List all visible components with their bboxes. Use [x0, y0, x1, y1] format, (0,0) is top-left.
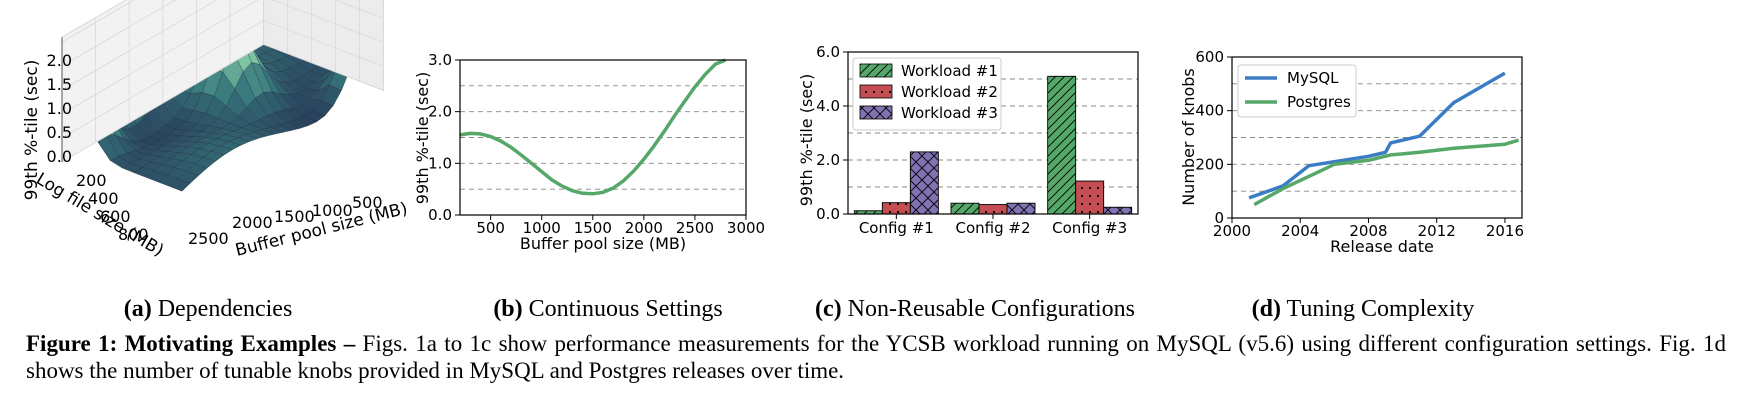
x-tick-label: 2500	[676, 219, 714, 237]
bar	[978, 204, 1008, 215]
bar	[1075, 180, 1105, 215]
series-lines	[1248, 71, 1520, 207]
x-tick-label: 2000	[625, 219, 663, 237]
legend-swatch	[859, 105, 893, 120]
y-tick-label: 4.0	[816, 97, 840, 115]
subcaption-a: (a) Dependencies	[123, 296, 293, 322]
surface-axes	[61, 0, 385, 163]
y-axis-label: 99th %-tile (sec)	[797, 74, 816, 206]
y-tick-label: 0.0	[428, 206, 452, 224]
x-tick-label: 3000	[727, 219, 765, 237]
legend: MySQL Postgres	[1237, 64, 1357, 118]
figure-caption: Figure 1: Motivating Examples – Figs. 1a…	[26, 330, 1726, 384]
x-tick-label: Config #3	[1052, 219, 1127, 237]
x-tick-label: 2016	[1486, 222, 1524, 240]
panel-b-line-chart: 500 1000 1500 2000 2500 3000 0.0 1.0 2.0 3.0 99th…	[413, 51, 765, 253]
y-tick-label: 800	[118, 225, 149, 244]
x-tick-label: 2500	[188, 229, 229, 248]
x-tick-label: Config #1	[859, 219, 934, 237]
figure-caption-title: Figure 1: Motivating Examples –	[26, 331, 356, 356]
axis-ticks: 2000 2004 2008 2012 2016 0 200 400 600	[1195, 48, 1524, 240]
y-axis-label: Number of knobs	[1180, 68, 1198, 206]
legend-label: Workload #3	[901, 104, 998, 122]
series-line-mysql	[1248, 71, 1506, 200]
x-tick-label: 500	[476, 219, 505, 237]
z-tick-label: 1.5	[47, 75, 72, 94]
x-tick-label: 1000	[312, 201, 353, 220]
subcaption-c: (c) Non-Reusable Configurations	[815, 296, 1135, 322]
z-tick-label: 2.0	[47, 51, 72, 70]
x-tick-label: 500	[352, 193, 383, 212]
x-axis-label: Buffer pool size (MB)	[520, 234, 686, 253]
legend: Workload #1 Workload #2 Workload #3	[852, 57, 1002, 131]
y-tick-label: 2.0	[816, 151, 840, 169]
x-tick-label: 2004	[1281, 222, 1319, 240]
subcaption-b: (b) Continuous Settings	[493, 296, 723, 322]
y-tick-label: 400	[1195, 102, 1224, 120]
panel-a-surface-chart: 99th %-tile (sec) 0.0 0.5 1.0 1.5 2.0 Lo…	[22, 0, 410, 261]
z-tick-label: 0.5	[47, 123, 72, 142]
y-tick-label: 200	[76, 171, 107, 190]
axis-ticks: 500 1000 1500 2000 2500 3000 0.0 1.0 2.0 3.0	[428, 51, 765, 237]
legend-label: Workload #1	[901, 62, 998, 80]
x-tick-label: Config #2	[955, 219, 1030, 237]
panel-c-bar-chart: Config #1 Config #2 Config #30.02.04.06.0 …	[797, 43, 1139, 237]
y-axis-label: 99th %-tile (sec)	[413, 72, 432, 204]
axis-ticks: Config #1 Config #2 Config #3 0.0 2.0 4.0 6.0	[816, 43, 1127, 237]
y-tick-label: 3.0	[428, 51, 452, 69]
x-axis-label: Release date	[1330, 237, 1434, 256]
bar	[1006, 202, 1036, 215]
y-tick-label: 600	[1195, 48, 1224, 66]
series-line	[459, 58, 727, 196]
grid-lines	[460, 85, 746, 190]
x-tick-label: 2000	[1213, 222, 1251, 240]
y-tick-label: 0	[1214, 209, 1224, 227]
x-tick-label: 1500	[274, 207, 315, 226]
y-tick-label: 2.0	[428, 103, 452, 121]
x-tick-label: 1500	[574, 219, 612, 237]
y-tick-label: 400	[88, 189, 119, 208]
panel-d-line-chart: 2000 2004 2008 2012 2016 0 200 400 600 Number of…	[1180, 48, 1524, 256]
x-tick-label: 1000	[523, 219, 561, 237]
y-tick-label: 600	[100, 207, 131, 226]
series-line-postgres	[1253, 138, 1520, 207]
side-wall	[263, 0, 385, 92]
z-axis-label: 99th %-tile (sec)	[22, 60, 42, 201]
bar	[1103, 206, 1133, 215]
legend-swatch	[859, 84, 893, 99]
z-tick-label: 1.0	[47, 99, 72, 118]
y-tick-label: 0.0	[816, 205, 840, 223]
z-tick-label: 0.0	[47, 147, 72, 166]
surface-cell	[169, 178, 191, 192]
y-tick-label: 200	[1195, 155, 1224, 173]
y-tick-label: 6.0	[816, 43, 840, 61]
legend-label: Postgres	[1287, 93, 1351, 111]
x-tick-label: 2000	[232, 213, 273, 232]
y-tick-label: 1.0	[428, 154, 452, 172]
bars	[853, 75, 1133, 215]
subcaption-d: (d) Tuning Complexity	[1251, 296, 1475, 322]
bar	[1047, 75, 1077, 215]
legend-swatch	[859, 63, 893, 78]
figure-caption-text: Figs. 1a to 1c show performance measurem…	[26, 331, 1726, 383]
x-tick-label: 2008	[1349, 222, 1387, 240]
legend-label: MySQL	[1287, 69, 1339, 87]
legend-label: Workload #2	[901, 83, 998, 101]
bar	[950, 202, 980, 215]
x-tick-label: 2012	[1418, 222, 1456, 240]
bar	[909, 151, 939, 215]
bar	[881, 202, 911, 215]
